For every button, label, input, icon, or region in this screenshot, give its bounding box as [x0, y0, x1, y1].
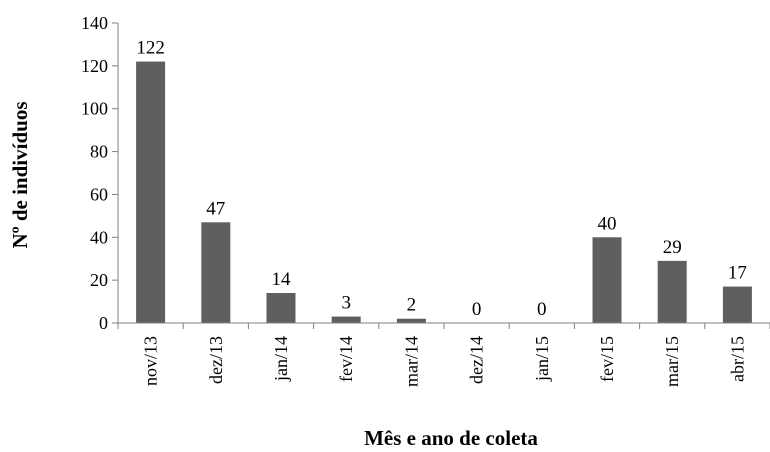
data-label: 29 [663, 237, 682, 258]
x-tick-label: dez/14 [467, 336, 487, 384]
bar-fev-15 [592, 237, 622, 323]
data-label: 122 [136, 38, 165, 59]
data-label: 40 [598, 213, 617, 234]
y-axis-ticks: 0 20 40 60 80 100 120 140 [81, 13, 118, 333]
bar-nov-13 [136, 61, 166, 323]
y-tick-label: 140 [81, 13, 108, 33]
y-tick-label: 40 [90, 227, 108, 247]
data-label: 0 [472, 299, 482, 320]
bar-mar-15 [657, 260, 687, 323]
bar-mar-14 [396, 318, 426, 323]
bar-dez-13 [201, 222, 231, 323]
x-tick-label: nov/13 [141, 336, 161, 386]
x-tick-label: fev/15 [597, 336, 617, 382]
x-axis-ticks: nov/13 dez/13 jan/14 fev/14 mar/14 dez/14 jan/… [117, 323, 770, 387]
bar-abr-15 [722, 286, 752, 323]
y-tick-label: 120 [81, 56, 108, 76]
y-tick-label: 20 [90, 270, 108, 290]
data-label: 0 [537, 299, 547, 320]
x-tick-label: dez/13 [206, 336, 226, 384]
bar-fev-14 [331, 316, 361, 323]
y-tick-label: 100 [81, 99, 108, 119]
x-tick-label: jan/15 [532, 336, 552, 382]
x-tick-label: jan/14 [271, 336, 291, 382]
y-tick-label: 0 [99, 313, 108, 333]
data-label: 14 [272, 269, 292, 290]
x-tick-label: mar/15 [662, 336, 682, 387]
x-tick-label: mar/14 [401, 336, 421, 387]
x-tick-label: fev/14 [336, 336, 356, 382]
y-tick-label: 60 [90, 184, 108, 204]
data-label: 17 [728, 263, 747, 284]
y-axis-title: Nº de indivíduos [8, 102, 32, 249]
x-tick-label: abr/15 [727, 336, 747, 382]
x-axis-title: Mês e ano de coleta [364, 426, 538, 450]
bars [136, 61, 752, 323]
y-tick-label: 80 [90, 142, 108, 162]
bar-jan-14 [266, 293, 296, 323]
data-labels: 122 47 14 3 2 0 0 40 29 17 [136, 38, 747, 320]
data-label: 3 [341, 293, 351, 314]
data-label: 2 [407, 295, 417, 316]
data-label: 47 [206, 198, 225, 219]
